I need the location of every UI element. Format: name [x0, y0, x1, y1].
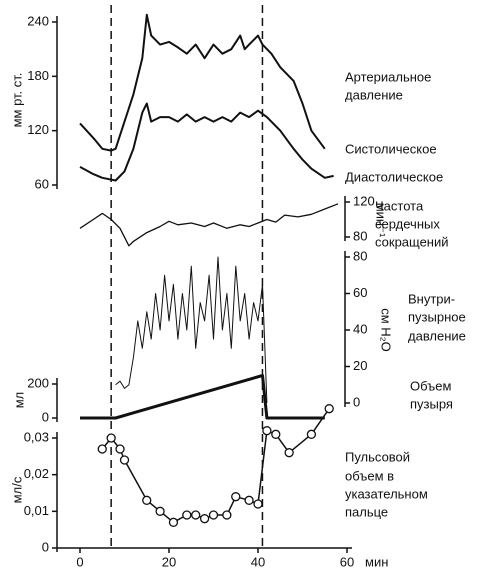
data-point — [97, 444, 107, 454]
panel-label: Артериальное — [345, 69, 431, 84]
y-tick-label: 20 — [353, 358, 367, 373]
data-point — [199, 514, 210, 524]
y-axis-label: мм рт. ст. — [9, 73, 24, 128]
panel-label: пузыря — [410, 396, 453, 411]
data-point — [106, 433, 116, 443]
data-point — [119, 455, 130, 465]
data-point — [284, 448, 294, 458]
y-tick-label: 200 — [27, 375, 49, 390]
data-point — [142, 495, 152, 505]
data-point — [191, 510, 201, 520]
data-point — [231, 492, 241, 502]
panel-label: Пульсовой — [345, 449, 410, 464]
y-tick-label: 0,03 — [24, 429, 49, 444]
series-line — [79, 102, 334, 182]
series-line — [79, 13, 326, 152]
data-point — [324, 404, 334, 414]
panel-label: пузырное — [408, 309, 466, 324]
panel-label: сердечных — [375, 216, 440, 231]
y-axis-label: мл — [11, 392, 26, 409]
y-tick-label: 120 — [353, 193, 375, 208]
series-name: Систолическое — [345, 141, 437, 156]
series-name: Диастолическое — [345, 169, 443, 184]
panel-label: давление — [345, 87, 403, 102]
data-point — [155, 506, 165, 516]
series-line — [80, 374, 325, 420]
y-tick-label: 0,02 — [24, 466, 49, 481]
y-axis-label: мл/с — [9, 476, 24, 503]
y-tick-label: 0 — [353, 394, 360, 409]
y-axis-label: мин⁻¹ — [374, 203, 389, 238]
x-axis-label: мин — [365, 554, 388, 569]
series-line — [101, 408, 330, 524]
y-tick-label: 80 — [353, 228, 367, 243]
data-point — [168, 517, 179, 527]
panel-label: объем в — [345, 468, 394, 483]
data-point — [262, 426, 272, 436]
data-point — [222, 510, 232, 520]
x-tick-label: 20 — [162, 554, 176, 569]
panel-label: пальце — [345, 504, 388, 519]
y-tick-label: 0 — [42, 539, 49, 554]
series-line — [115, 256, 268, 404]
x-tick-label: 0 — [76, 554, 83, 569]
panel-label: давление — [408, 328, 466, 343]
panel-label: Внутри- — [408, 291, 455, 306]
data-point — [271, 429, 281, 439]
data-point — [208, 510, 219, 520]
y-tick-label: 80 — [353, 248, 367, 263]
data-point — [115, 444, 125, 454]
panel-label: указательном — [345, 486, 428, 501]
data-point — [306, 429, 317, 439]
y-tick-label: 40 — [353, 321, 367, 336]
y-tick-label: 180 — [27, 68, 49, 83]
x-tick-label: 60 — [340, 554, 354, 569]
series-line — [79, 203, 339, 247]
y-tick-label: 60 — [353, 285, 367, 300]
y-axis-label: см H₂O — [379, 308, 394, 352]
y-tick-label: 240 — [27, 13, 49, 28]
data-point — [244, 495, 254, 505]
panel-label: сокращений — [375, 234, 449, 249]
data-point — [253, 499, 263, 509]
data-point — [182, 510, 192, 520]
y-tick-label: 120 — [27, 122, 49, 137]
y-tick-label: 0,01 — [24, 503, 49, 518]
x-tick-label: 40 — [251, 554, 265, 569]
panel-label: Объем — [410, 378, 451, 393]
y-tick-label: 0 — [42, 409, 49, 424]
y-tick-label: 60 — [35, 176, 49, 191]
panel-label: Частота — [375, 198, 424, 213]
